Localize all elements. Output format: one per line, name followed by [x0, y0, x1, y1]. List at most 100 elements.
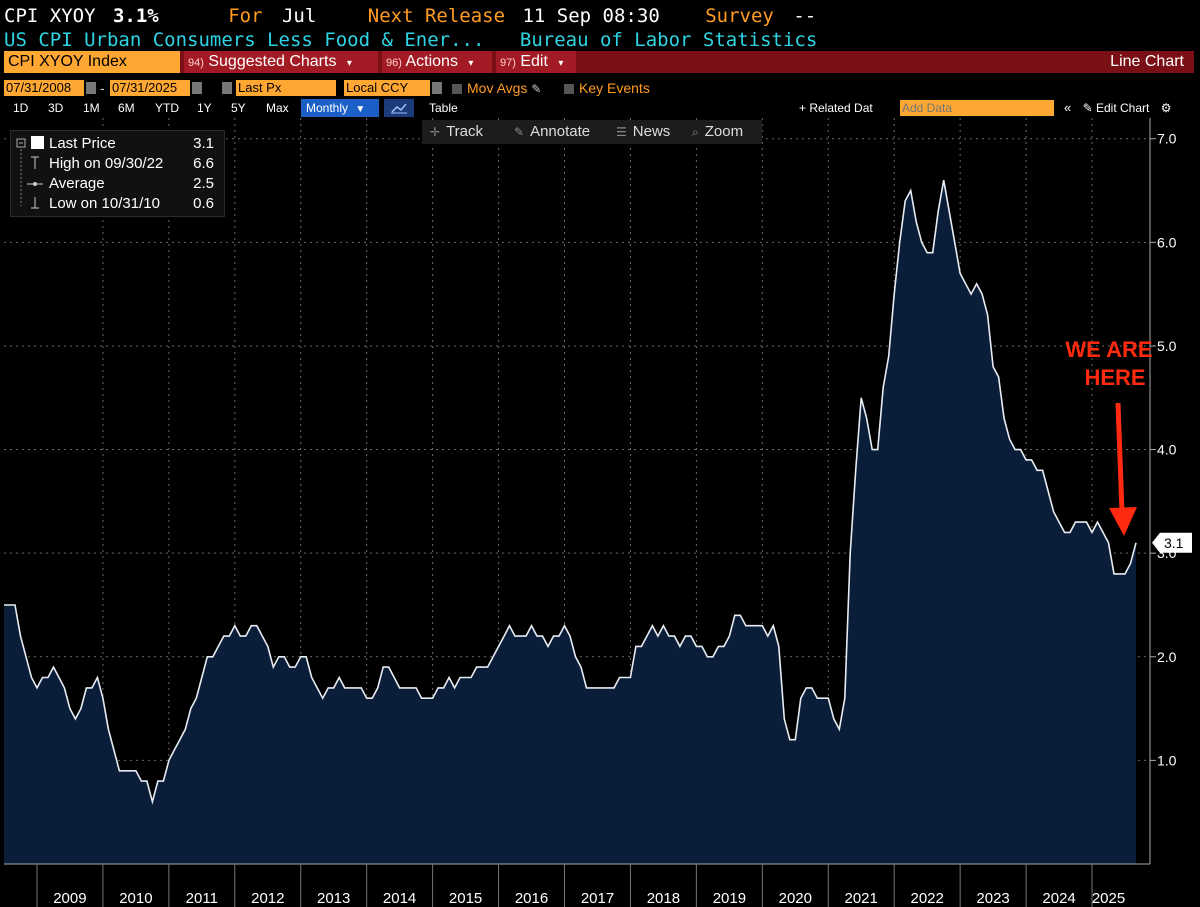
we-are-here-annotation: WE ARE HERE [1065, 337, 1153, 536]
legend-average: Average [49, 175, 105, 192]
collapse-icon[interactable]: « [1064, 100, 1072, 115]
x-tick-label: 2023 [976, 890, 1009, 907]
checkbox-icon [564, 84, 574, 94]
frequency-dropdown[interactable]: Monthly ▼ [301, 99, 379, 117]
period-6m[interactable]: 6M [118, 101, 135, 115]
annotation-line-2: HERE [1084, 365, 1145, 390]
currency-field[interactable]: Local CCY [344, 80, 430, 96]
dropdown-arrow-icon: ▾ [346, 58, 352, 69]
suggested-charts-label: Suggested Charts [208, 53, 337, 70]
y-axis: 1.02.03.04.05.06.07.0 [1149, 118, 1177, 864]
survey-value: -- [793, 5, 817, 27]
gear-icon[interactable]: ⚙ [1160, 101, 1172, 115]
suggested-charts-button[interactable]: 94) Suggested Charts ▾ [184, 51, 378, 73]
actions-label: Actions [405, 53, 458, 70]
checkbox-icon [452, 84, 462, 94]
ticker: CPI XYOY [4, 5, 96, 27]
currency-dropdown-icon[interactable] [432, 82, 442, 94]
x-tick-label: 2025 [1092, 890, 1125, 907]
period-ytd[interactable]: YTD [155, 101, 179, 115]
legend-last-price-value: 3.1 [193, 135, 214, 152]
x-tick-label: 2017 [581, 890, 614, 907]
field-menu-icon[interactable] [222, 82, 232, 94]
pencil-icon: ✎ [514, 125, 525, 139]
last-value: 3.1% [112, 5, 159, 27]
end-date-field[interactable]: 07/31/2025 [110, 80, 190, 96]
period-1d[interactable]: 1D [13, 101, 29, 115]
dropdown-arrow-icon: ▾ [558, 58, 564, 69]
period-1y[interactable]: 1Y [197, 101, 212, 115]
x-tick-label: 2020 [779, 890, 812, 907]
chart-legend: Last Price 3.1 High on 09/30/22 6.6 Aver… [10, 130, 225, 217]
x-tick-label: 2015 [449, 890, 482, 907]
table-button[interactable]: Table [429, 101, 458, 115]
related-data-button[interactable]: + Related Dat [799, 101, 873, 115]
annotation-arrow-shaft [1115, 402, 1125, 513]
calendar-icon[interactable] [86, 82, 96, 94]
security-description: US CPI Urban Consumers Less Food & Ener.… [4, 29, 485, 51]
zoom-tool[interactable]: ⌕ Zoom [692, 123, 744, 140]
last-value-tag: 3.1 [1152, 532, 1192, 553]
edit-label: Edit [520, 53, 548, 70]
series-area [4, 180, 1136, 864]
x-tick-label: 2009 [53, 890, 86, 907]
security-header: CPI XYOY 3.1% For Jul Next Release 11 Se… [4, 3, 1194, 29]
for-value: Jul [281, 5, 317, 27]
line-chart-icon[interactable] [384, 99, 414, 117]
x-axis: 2009 2010 2011 2012 2013 2014 2015 2016 2017 2018… [4, 863, 1150, 907]
edit-button[interactable]: 97) Edit ▾ [496, 51, 576, 73]
legend-high: High on 09/30/22 [49, 155, 164, 172]
survey-label: Survey [705, 5, 774, 27]
date-separator: - [100, 80, 105, 96]
legend-low-value: 0.6 [193, 195, 214, 212]
mov-avgs-toggle[interactable]: Mov Avgs ✎ [452, 78, 541, 99]
y-tick-label: 2.0 [1157, 649, 1177, 665]
track-tool[interactable]: ✛ Track [430, 123, 484, 140]
chart-type-label[interactable]: Line Chart [1110, 53, 1184, 70]
pencil-icon: ✎ [1082, 101, 1093, 115]
series-line [4, 180, 1137, 805]
edit-chart-button[interactable]: « ✎ Edit Chart ⚙ [1064, 100, 1172, 115]
security-description-row: US CPI Urban Consumers Less Food & Ener.… [4, 28, 1194, 52]
dropdown-arrow-icon: ▼ [355, 104, 366, 115]
last-value-tag-bg [1152, 532, 1192, 553]
y-tick-label: 6.0 [1157, 234, 1177, 250]
period-max[interactable]: Max [266, 101, 289, 115]
period-1m[interactable]: 1M [83, 101, 100, 115]
x-tick-label: 2021 [845, 890, 878, 907]
add-data-input[interactable] [900, 100, 1054, 116]
y-tick-label: 1.0 [1157, 752, 1177, 768]
crosshair-icon: ✛ [430, 125, 441, 139]
index-field[interactable]: CPI XYOY Index [4, 51, 180, 73]
annotate-tool[interactable]: ✎ Annotate [514, 123, 591, 140]
price-field[interactable]: Last Px [236, 80, 336, 96]
date-range-bar: 07/31/2008 - 07/31/2025 Last Px Local CC… [4, 78, 1194, 98]
next-release-label: Next Release [367, 5, 506, 27]
data-source: Bureau of Labor Statistics [519, 29, 818, 51]
pencil-icon: ✎ [531, 82, 542, 96]
x-tick-label: 2019 [713, 890, 746, 907]
legend-last-price: Last Price [49, 135, 116, 152]
x-tick-label: 2022 [911, 890, 944, 907]
calendar-icon[interactable] [192, 82, 202, 94]
actions-button[interactable]: 96) Actions ▾ [382, 51, 492, 73]
key-events-toggle[interactable]: Key Events [564, 78, 650, 98]
x-tick-label: 2012 [251, 890, 284, 907]
x-tick-label: 2014 [383, 890, 416, 907]
y-tick-label: 5.0 [1157, 338, 1177, 354]
news-tool[interactable]: ☰ News [616, 123, 671, 140]
start-date-field[interactable]: 07/31/2008 [4, 80, 84, 96]
annotation-arrow-head [1109, 507, 1137, 536]
period-bar: 1D 3D 1M 6M YTD 1Y 5Y Max Monthly ▼ Tabl… [4, 98, 1194, 118]
last-value-tag-text: 3.1 [1164, 535, 1184, 551]
legend-average-value: 2.5 [193, 175, 214, 192]
x-tick-label: 2016 [515, 890, 548, 907]
magnifier-icon: ⌕ [692, 125, 699, 139]
for-label: For [228, 5, 263, 27]
legend-high-value: 6.6 [193, 155, 214, 172]
legend-tree-icons [16, 136, 44, 209]
price-chart[interactable]: 2009 2010 2011 2012 2013 2014 2015 2016 2017 2018… [0, 118, 1200, 907]
y-tick-label: 7.0 [1157, 131, 1177, 147]
period-3d[interactable]: 3D [48, 101, 64, 115]
period-5y[interactable]: 5Y [231, 101, 246, 115]
